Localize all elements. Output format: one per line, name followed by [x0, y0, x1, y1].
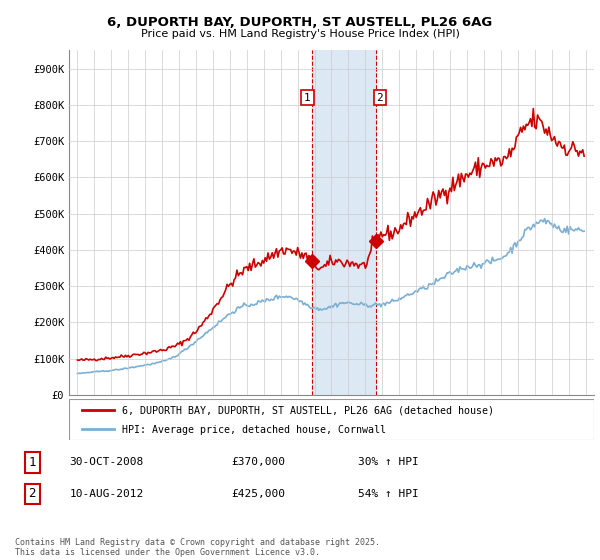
Text: HPI: Average price, detached house, Cornwall: HPI: Average price, detached house, Corn… [121, 425, 386, 435]
Bar [311, 50, 376, 395]
Text: Contains HM Land Registry data © Crown copyright and database right 2025.
This d: Contains HM Land Registry data © Crown c… [15, 538, 380, 557]
Text: Price paid vs. HM Land Registry's House Price Index (HPI): Price paid vs. HM Land Registry's House … [140, 29, 460, 39]
Text: 30-OCT-2008: 30-OCT-2008 [70, 458, 144, 468]
Text: 10-AUG-2012: 10-AUG-2012 [70, 489, 144, 499]
Text: 6, DUPORTH BAY, DUPORTH, ST AUSTELL, PL26 6AG (detached house): 6, DUPORTH BAY, DUPORTH, ST AUSTELL, PL2… [121, 406, 493, 416]
Text: £370,000: £370,000 [231, 458, 285, 468]
Text: £425,000: £425,000 [231, 489, 285, 499]
Text: 1: 1 [28, 456, 36, 469]
Text: 30% ↑ HPI: 30% ↑ HPI [358, 458, 418, 468]
Text: 2: 2 [377, 92, 383, 102]
Text: 2: 2 [28, 487, 36, 500]
Text: 54% ↑ HPI: 54% ↑ HPI [358, 489, 418, 499]
Text: 1: 1 [304, 92, 311, 102]
FancyBboxPatch shape [69, 399, 594, 440]
Text: 6, DUPORTH BAY, DUPORTH, ST AUSTELL, PL26 6AG: 6, DUPORTH BAY, DUPORTH, ST AUSTELL, PL2… [107, 16, 493, 29]
